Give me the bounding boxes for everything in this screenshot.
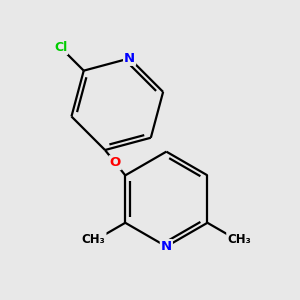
Text: N: N [161,240,172,253]
Text: Cl: Cl [54,41,67,54]
Text: N: N [124,52,135,65]
Text: CH₃: CH₃ [82,233,106,246]
Text: O: O [110,156,121,169]
Text: CH₃: CH₃ [227,233,251,246]
